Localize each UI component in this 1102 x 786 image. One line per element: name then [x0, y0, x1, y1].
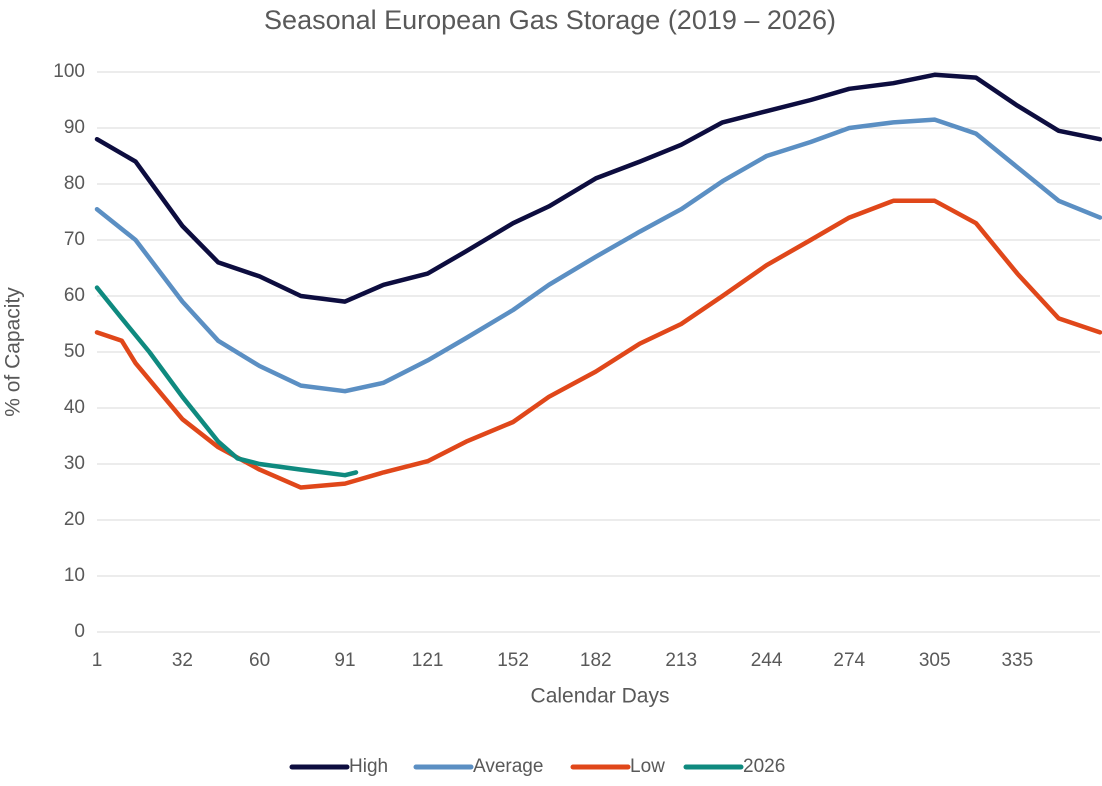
line-series	[94, 117, 1102, 394]
y-tick-label: 80	[64, 173, 85, 194]
y-tick-label: 70	[64, 229, 85, 250]
line-series	[94, 198, 1102, 490]
x-tick-label: 213	[665, 650, 697, 671]
y-tick-label: 60	[64, 285, 85, 306]
y-tick-label: 30	[64, 453, 85, 474]
x-tick-label: 32	[172, 650, 193, 671]
x-tick-label: 305	[919, 650, 951, 671]
legend-label: 2026	[743, 756, 785, 777]
chart-title: Seasonal European Gas Storage (2019 – 20…	[264, 5, 836, 35]
y-tick-label: 90	[64, 117, 85, 138]
y-tick-label: 100	[53, 61, 85, 82]
x-tick-label: 274	[833, 650, 865, 671]
legend-label: Low	[630, 756, 665, 777]
legend-label: High	[349, 756, 388, 777]
line-series	[94, 285, 359, 478]
line-series	[94, 72, 1102, 304]
x-tick-label: 1	[92, 650, 103, 671]
x-tick-label: 121	[412, 650, 444, 671]
x-tick-label: 182	[580, 650, 612, 671]
x-tick-label: 335	[1001, 650, 1033, 671]
x-tick-label: 152	[497, 650, 529, 671]
legend-label: Average	[473, 756, 543, 777]
y-tick-label: 10	[64, 565, 85, 586]
y-tick-label: 20	[64, 509, 85, 530]
x-tick-label: 244	[751, 650, 783, 671]
y-tick-label: 40	[64, 397, 85, 418]
x-axis-label: Calendar Days	[531, 685, 670, 708]
y-axis-label: % of Capacity	[2, 287, 25, 417]
x-tick-label: 60	[249, 650, 270, 671]
y-tick-label: 0	[74, 621, 85, 642]
x-tick-label: 91	[334, 650, 355, 671]
y-tick-label: 50	[64, 341, 85, 362]
